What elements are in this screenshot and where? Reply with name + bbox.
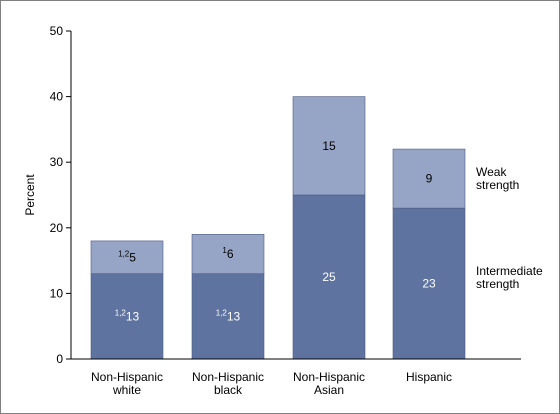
y-tick-label-40: 40: [50, 90, 64, 104]
data-label-intermediate-4: 23: [422, 277, 436, 291]
bar-weak-1: [90, 240, 164, 275]
x-category-label-1: Non-Hispanic white: [91, 370, 163, 397]
bar-intermediate-4: [392, 207, 466, 360]
legend-weak-strength: Weak strength: [476, 165, 519, 192]
data-label-intermediate-2: 1,213: [216, 308, 241, 323]
bar-intermediate-1: [90, 273, 164, 360]
data-label-intermediate-1: 1,213: [115, 308, 140, 323]
bar-weak-2: [191, 234, 265, 275]
x-category-label-4: Hispanic: [406, 370, 452, 384]
y-tick-label-30: 30: [50, 155, 64, 169]
data-label-weak-2: 16: [222, 246, 233, 261]
bar-weak-4: [392, 148, 466, 209]
y-tick-label-50: 50: [50, 24, 64, 38]
x-category-label-2: Non-Hispanic black: [192, 370, 264, 397]
data-label-weak-4: 9: [426, 172, 433, 186]
data-label-weak-1: 1,25: [118, 249, 136, 264]
y-tick-label-10: 10: [50, 286, 64, 300]
bar-intermediate-3: [292, 194, 366, 360]
data-label-intermediate-3: 25: [322, 270, 336, 284]
data-label-weak-3: 15: [322, 139, 336, 153]
y-tick-label-20: 20: [50, 221, 64, 235]
bar-weak-3: [292, 96, 366, 196]
y-tick-label-0: 0: [56, 352, 63, 366]
x-category-label-3: Non-Hispanic Asian: [293, 370, 365, 397]
y-axis-label: Percent: [23, 174, 37, 216]
legend-intermediate-strength: Intermediate strength: [476, 264, 543, 291]
